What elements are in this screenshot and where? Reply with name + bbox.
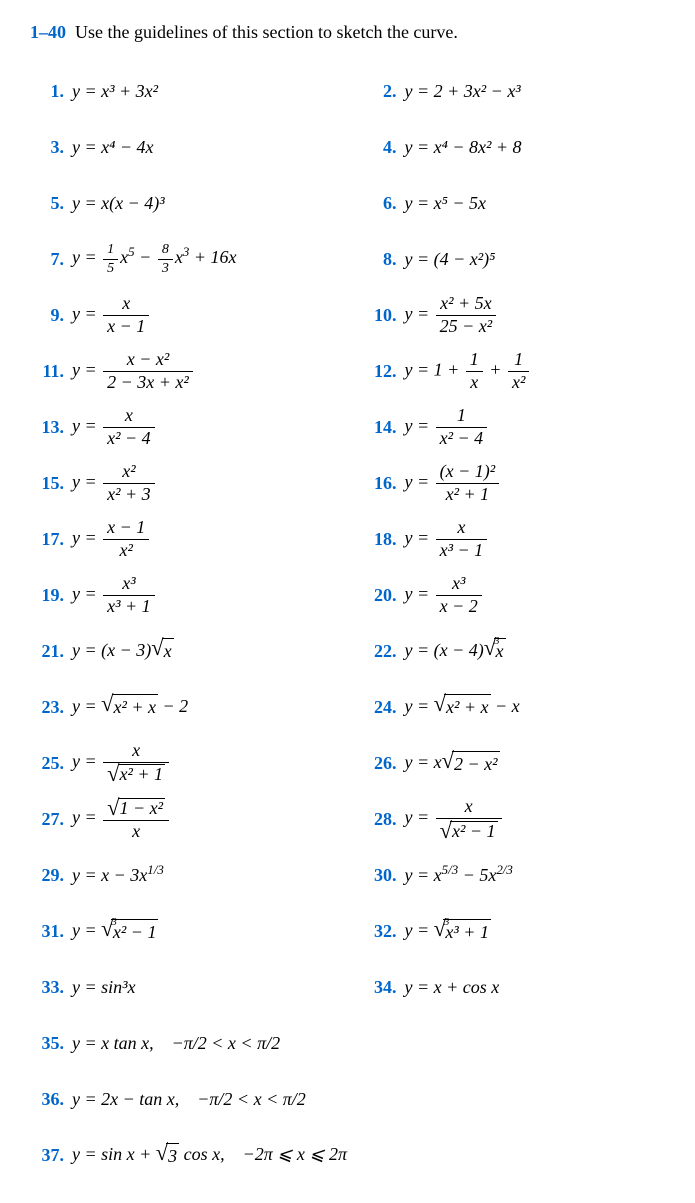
problem-7: 7. y = 15x5 − 83x3 + 16x [30, 231, 333, 287]
problem-27: 27. y = 1 − x²x [30, 791, 333, 847]
problem-21: 21. y = (x − 3)x [30, 623, 333, 679]
range-label: 1–40 [30, 22, 66, 42]
problem-grid: 1. y = x³ + 3x² 2. y = 2 + 3x² − x³ 3. y… [30, 63, 665, 1183]
problem-16: 16. y = (x − 1)²x² + 1 [363, 455, 666, 511]
problem-2: 2. y = 2 + 3x² − x³ [363, 63, 666, 119]
problem-9: 9. y = xx − 1 [30, 287, 333, 343]
problem-19: 19. y = x³x³ + 1 [30, 567, 333, 623]
problem-number: 1. [30, 79, 72, 104]
problem-14: 14. y = 1x² − 4 [363, 399, 666, 455]
problem-8: 8. y = (4 − x²)⁵ [363, 231, 666, 287]
problem-1: 1. y = x³ + 3x² [30, 63, 333, 119]
problem-18: 18. y = xx³ − 1 [363, 511, 666, 567]
problem-33: 33. y = sin³x [30, 959, 333, 1015]
problem-5: 5. y = x(x − 4)³ [30, 175, 333, 231]
problem-17: 17. y = x − 1x² [30, 511, 333, 567]
problem-24: 24. y = x² + x − x [363, 679, 666, 735]
problem-10: 10. y = x² + 5x25 − x² [363, 287, 666, 343]
problem-37: 37. y = sin x + 3 cos x, −2π ⩽ x ⩽ 2π [30, 1127, 665, 1183]
problem-6: 6. y = x⁵ − 5x [363, 175, 666, 231]
problem-30: 30. y = x5/3 − 5x2/3 [363, 847, 666, 903]
problem-body: y = 2 + 3x² − x³ [405, 79, 666, 104]
problem-22: 22. y = (x − 4)3x [363, 623, 666, 679]
problem-31: 31. y = 3x² − 1 [30, 903, 333, 959]
exercise-header: 1–40 Use the guidelines of this section … [30, 20, 665, 45]
problem-29: 29. y = x − 3x1/3 [30, 847, 333, 903]
problem-11: 11. y = x − x²2 − 3x + x² [30, 343, 333, 399]
problem-26: 26. y = x2 − x² [363, 735, 666, 791]
problem-4: 4. y = x⁴ − 8x² + 8 [363, 119, 666, 175]
problem-20: 20. y = x³x − 2 [363, 567, 666, 623]
problem-28: 28. y = xx² − 1 [363, 791, 666, 847]
problem-3: 3. y = x⁴ − 4x [30, 119, 333, 175]
problem-32: 32. y = 3x³ + 1 [363, 903, 666, 959]
problem-15: 15. y = x²x² + 3 [30, 455, 333, 511]
problem-number: 2. [363, 79, 405, 104]
problem-25: 25. y = xx² + 1 [30, 735, 333, 791]
problem-23: 23. y = x² + x − 2 [30, 679, 333, 735]
problem-36: 36. y = 2x − tan x, −π/2 < x < π/2 [30, 1071, 665, 1127]
problem-12: 12. y = 1 + 1x + 1x² [363, 343, 666, 399]
problem-34: 34. y = x + cos x [363, 959, 666, 1015]
problem-13: 13. y = xx² − 4 [30, 399, 333, 455]
problem-body: y = x³ + 3x² [72, 79, 333, 104]
problem-35: 35. y = x tan x, −π/2 < x < π/2 [30, 1015, 665, 1071]
